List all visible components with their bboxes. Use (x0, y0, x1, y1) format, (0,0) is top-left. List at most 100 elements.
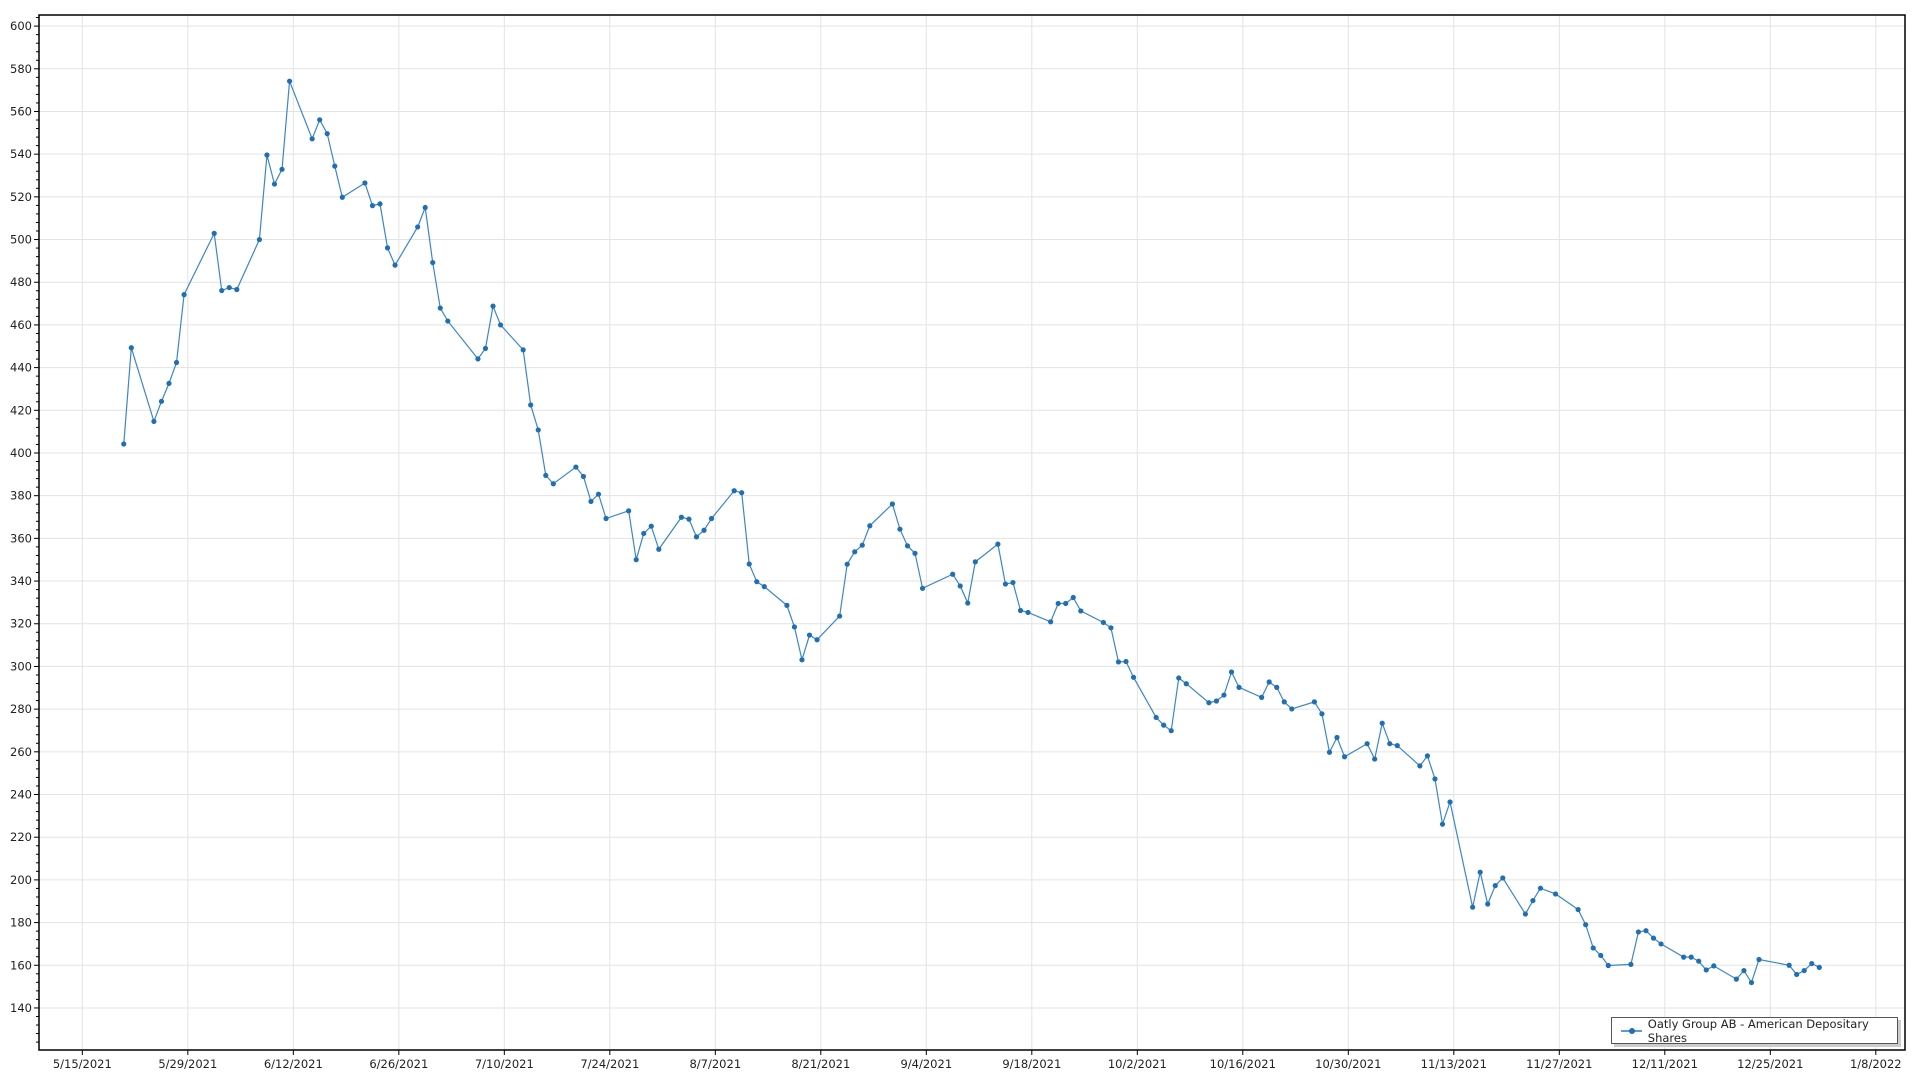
data-point (128, 345, 134, 351)
data-point (693, 534, 700, 540)
data-point (1628, 961, 1634, 968)
data-point (1379, 720, 1385, 726)
data-point (384, 245, 391, 251)
data-point (1206, 700, 1212, 706)
x-tick-label: 5/15/2021 (53, 1057, 112, 1071)
data-point (1055, 600, 1061, 607)
legend: Oatly Group AB - American Depositary Sha… (1611, 1017, 1898, 1045)
data-point (1341, 754, 1348, 760)
data-point (1319, 711, 1325, 717)
data-point (1681, 954, 1687, 960)
data-point (1816, 964, 1822, 970)
data-point (1017, 607, 1024, 614)
data-point (1387, 741, 1393, 747)
x-tick-label: 12/25/2021 (1737, 1057, 1803, 1071)
data-point (1266, 679, 1272, 685)
data-point (1696, 958, 1702, 964)
data-point (588, 498, 594, 505)
data-point (852, 549, 858, 555)
data-point (761, 584, 767, 590)
data-point (1703, 967, 1709, 973)
data-point (430, 259, 436, 266)
data-point (362, 180, 368, 186)
data-point (641, 530, 647, 537)
data-point (626, 508, 632, 514)
data-point (806, 632, 813, 638)
data-point (1326, 749, 1333, 755)
data-point (1439, 821, 1446, 827)
data-point (317, 117, 323, 123)
data-point (256, 236, 263, 243)
data-point (1809, 960, 1815, 967)
y-tick-label: 340 (10, 574, 32, 588)
data-point (754, 579, 760, 585)
x-tick-label: 7/24/2021 (580, 1057, 639, 1071)
data-point (1123, 658, 1129, 665)
data-point (309, 136, 315, 142)
data-point (791, 624, 798, 630)
legend-line-marker-icon (1621, 1027, 1642, 1034)
data-point (814, 637, 820, 643)
x-tick-label: 1/8/2022 (1850, 1057, 1902, 1071)
data-point (1221, 692, 1227, 698)
x-tick-label: 12/11/2021 (1632, 1057, 1698, 1071)
data-point (1108, 625, 1114, 631)
y-tick-label: 360 (10, 531, 32, 545)
data-point (332, 163, 338, 169)
data-point (497, 322, 504, 328)
data-point (234, 286, 240, 293)
data-point (1598, 952, 1604, 959)
data-point (422, 204, 428, 211)
x-tick-label: 9/18/2021 (1002, 1057, 1061, 1071)
data-point (1168, 728, 1174, 734)
y-tick-label: 300 (10, 659, 32, 673)
x-tick-label: 11/13/2021 (1421, 1057, 1487, 1071)
data-point (369, 203, 376, 209)
y-tick-label: 420 (10, 403, 32, 417)
plot-frame (38, 14, 1906, 1051)
data-point (1583, 922, 1589, 928)
data-point (151, 418, 157, 425)
data-point (731, 488, 737, 494)
y-tick-label: 520 (10, 190, 32, 204)
data-point (1658, 941, 1664, 947)
data-point (1605, 962, 1611, 969)
data-point (1643, 928, 1649, 934)
data-point (1010, 579, 1016, 586)
x-tick-label: 10/16/2021 (1210, 1057, 1276, 1071)
data-point (1530, 897, 1536, 904)
data-point (1688, 954, 1694, 960)
data-point (701, 527, 707, 533)
data-point (377, 201, 383, 207)
data-point (1259, 694, 1265, 700)
data-point (1048, 619, 1054, 625)
data-point (995, 541, 1001, 547)
data-point (686, 516, 692, 522)
data-point (1372, 756, 1378, 762)
data-point (746, 561, 752, 567)
data-point (1424, 753, 1431, 759)
data-point (656, 546, 662, 552)
data-point (1176, 675, 1182, 681)
data-point (1485, 901, 1491, 907)
data-point (648, 523, 654, 529)
y-tick-label: 320 (10, 617, 32, 631)
data-point (1100, 619, 1107, 626)
data-point (972, 559, 978, 565)
data-point (799, 657, 805, 663)
data-point (415, 224, 421, 230)
data-point (482, 345, 489, 352)
x-tick-label: 8/21/2021 (791, 1057, 850, 1071)
data-point (573, 464, 579, 470)
y-tick-label: 400 (10, 446, 32, 460)
data-point (271, 181, 278, 187)
x-tick-label: 10/2/2021 (1108, 1057, 1167, 1071)
data-point (211, 230, 217, 236)
data-point (950, 571, 956, 577)
data-point (919, 585, 926, 591)
data-point (279, 166, 285, 172)
data-point (1115, 659, 1122, 665)
data-point (1364, 741, 1370, 747)
data-point (595, 491, 602, 497)
